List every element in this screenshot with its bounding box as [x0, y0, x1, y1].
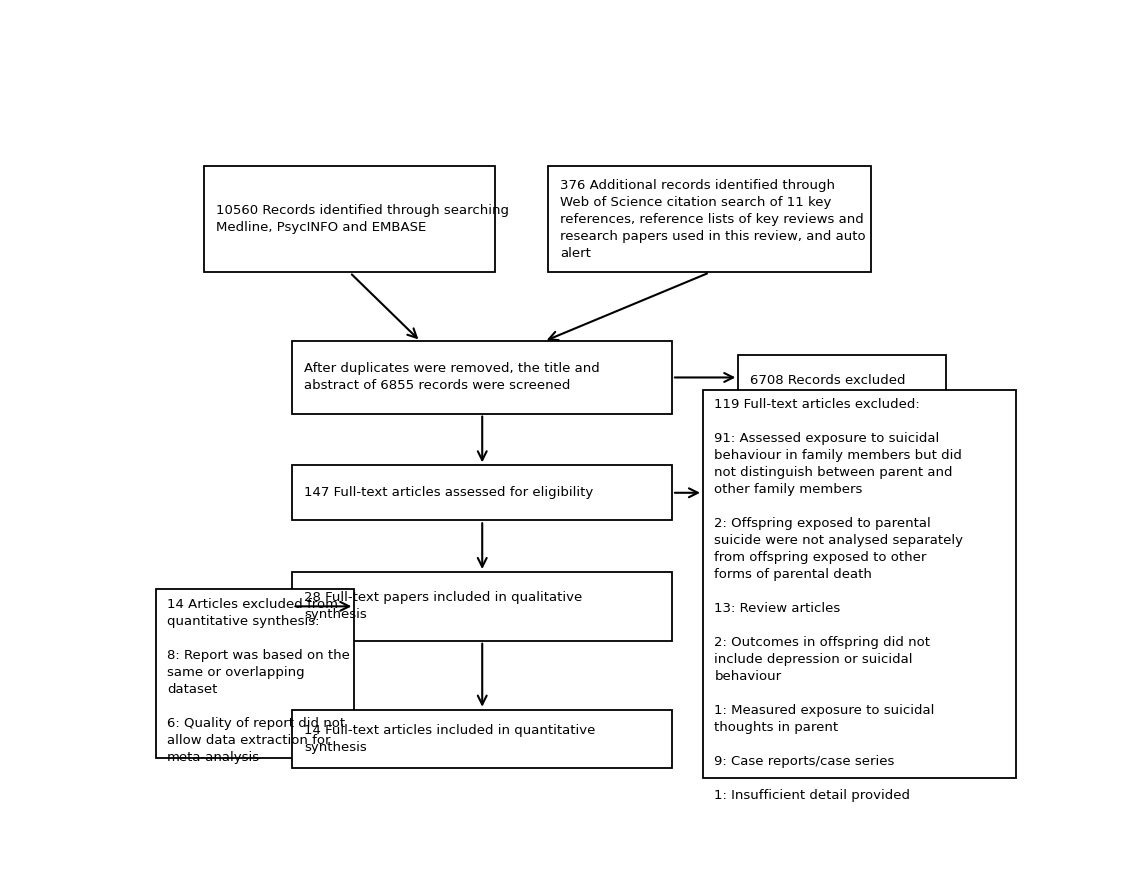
FancyBboxPatch shape	[293, 710, 672, 768]
FancyBboxPatch shape	[293, 465, 672, 520]
FancyBboxPatch shape	[293, 572, 672, 641]
Text: 10560 Records identified through searching
Medline, PsycINFO and EMBASE: 10560 Records identified through searchi…	[215, 204, 509, 234]
Text: 14 Full-text articles included in quantitative
synthesis: 14 Full-text articles included in quanti…	[304, 724, 596, 754]
FancyBboxPatch shape	[738, 355, 945, 407]
FancyBboxPatch shape	[204, 165, 495, 273]
FancyBboxPatch shape	[156, 589, 354, 758]
Text: 28 Full-text papers included in qualitative
synthesis: 28 Full-text papers included in qualitat…	[304, 591, 582, 621]
Text: After duplicates were removed, the title and
abstract of 6855 records were scree: After duplicates were removed, the title…	[304, 362, 599, 392]
FancyBboxPatch shape	[293, 342, 672, 414]
Text: 119 Full-text articles excluded:

91: Assessed exposure to suicidal
behaviour in: 119 Full-text articles excluded: 91: Ass…	[714, 399, 964, 803]
FancyBboxPatch shape	[703, 390, 1016, 779]
Text: 14 Articles excluded from
quantitative synthesis:

8: Report was based on the
sa: 14 Articles excluded from quantitative s…	[167, 598, 350, 764]
Text: 147 Full-text articles assessed for eligibility: 147 Full-text articles assessed for elig…	[304, 486, 593, 499]
Text: 6708 Records excluded: 6708 Records excluded	[749, 375, 906, 387]
Text: 376 Additional records identified through
Web of Science citation search of 11 k: 376 Additional records identified throug…	[560, 179, 866, 259]
FancyBboxPatch shape	[549, 165, 870, 273]
